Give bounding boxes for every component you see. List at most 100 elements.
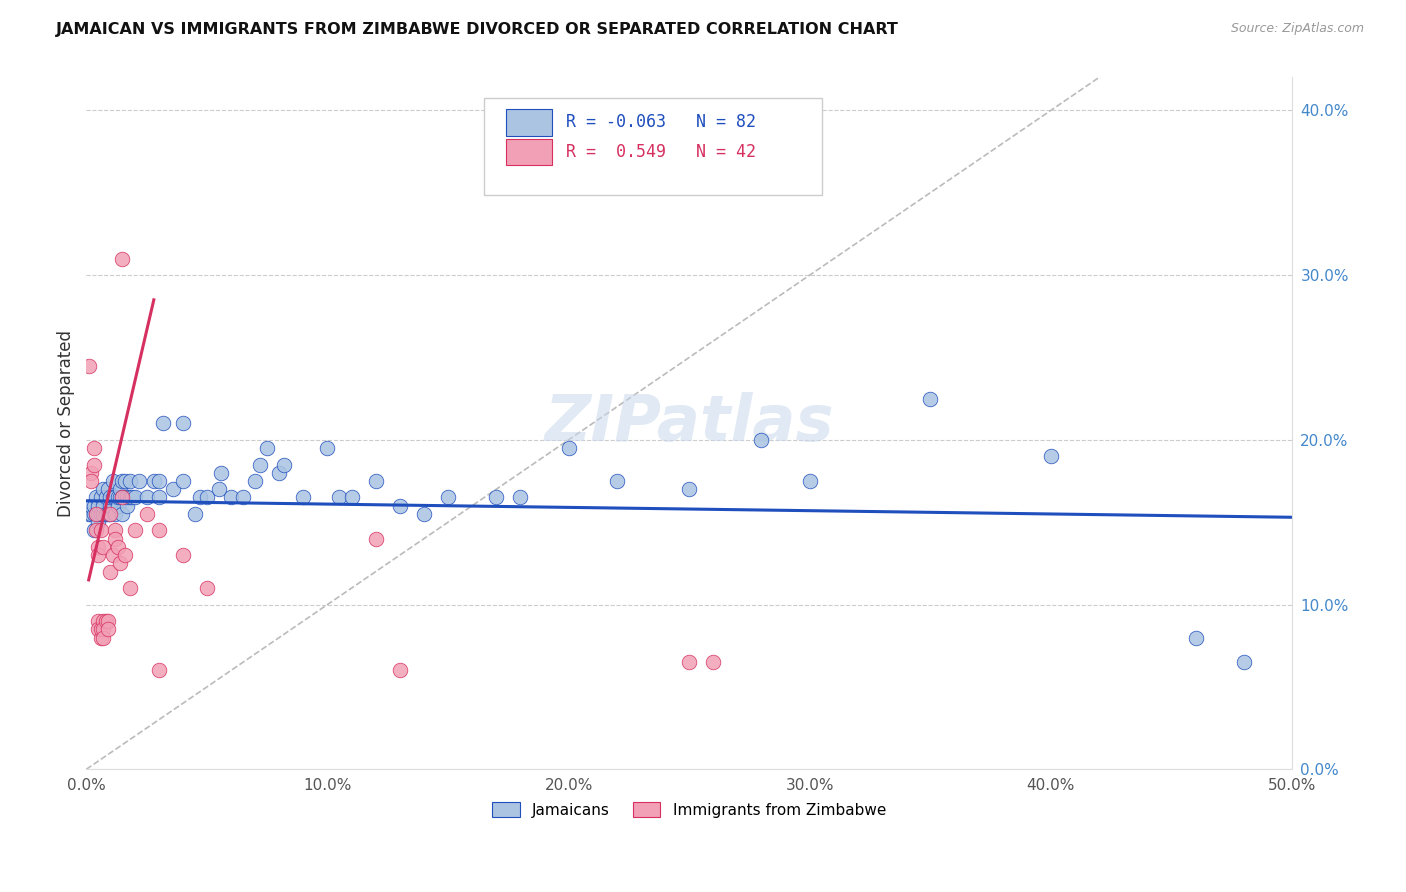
Point [124,524,146,538]
Point [84,507,107,521]
Point [80,466,103,480]
Point [94,491,117,505]
Point [104,507,127,521]
Point [152,417,174,431]
Point [94,507,117,521]
Point [328,491,350,505]
Point [678,655,700,669]
Point [172,548,194,562]
Point [208,483,231,497]
Point [77,359,100,373]
Point [188,491,211,505]
Point [87,507,110,521]
Point [101,548,124,562]
Point [162,483,184,497]
Text: ZIPatlas: ZIPatlas [544,392,834,454]
Point [111,252,134,266]
Point [195,491,218,505]
Point [91,499,114,513]
Point [100,507,122,521]
Point [388,499,411,513]
Point [83,458,105,472]
Point [316,441,339,455]
Point [100,499,122,513]
Point [135,491,157,505]
Point [84,507,107,521]
Point [108,483,131,497]
Point [292,491,315,505]
Point [232,491,254,505]
Point [107,540,129,554]
Point [80,507,103,521]
Point [117,499,139,513]
Point [172,417,194,431]
Text: R =  0.549   N = 42: R = 0.549 N = 42 [567,143,756,161]
Point [128,474,150,488]
Point [799,474,821,488]
Point [1233,655,1256,669]
Point [77,507,100,521]
Point [91,540,114,554]
Point [437,491,460,505]
Point [256,441,278,455]
Point [1039,450,1062,464]
Point [111,491,134,505]
Point [91,622,114,636]
Point [184,507,207,521]
Point [751,433,773,447]
Point [80,499,103,513]
Point [87,540,110,554]
Point [702,655,724,669]
Point [111,491,134,505]
Point [90,524,112,538]
Point [209,466,232,480]
Point [94,614,117,628]
Point [90,507,112,521]
FancyBboxPatch shape [506,139,551,165]
Point [148,474,170,488]
Point [114,491,136,505]
Point [83,499,105,513]
Point [101,491,124,505]
Point [100,491,122,505]
Point [104,532,127,546]
Point [101,474,124,488]
Point [485,491,508,505]
Text: R = -0.063   N = 82: R = -0.063 N = 82 [567,113,756,131]
FancyBboxPatch shape [484,98,821,195]
Point [83,507,105,521]
Point [84,491,107,505]
Point [87,548,110,562]
FancyBboxPatch shape [506,109,551,136]
Point [509,491,531,505]
Point [557,441,579,455]
Point [90,491,112,505]
Point [107,491,129,505]
Point [97,622,120,636]
Point [148,664,170,678]
Point [412,507,434,521]
Point [87,499,110,513]
Point [111,507,134,521]
Point [243,474,266,488]
Point [107,499,129,513]
Point [118,491,141,505]
Point [83,524,105,538]
Point [90,631,112,645]
Point [97,614,120,628]
Point [100,565,122,579]
Point [90,622,112,636]
Point [104,524,127,538]
Point [114,548,136,562]
Point [340,491,363,505]
Point [84,524,107,538]
Point [135,507,157,521]
Point [148,491,170,505]
Point [364,532,387,546]
Point [108,491,131,505]
Point [195,581,218,595]
Point [678,483,700,497]
Point [606,474,628,488]
Point [80,474,103,488]
Point [124,491,146,505]
